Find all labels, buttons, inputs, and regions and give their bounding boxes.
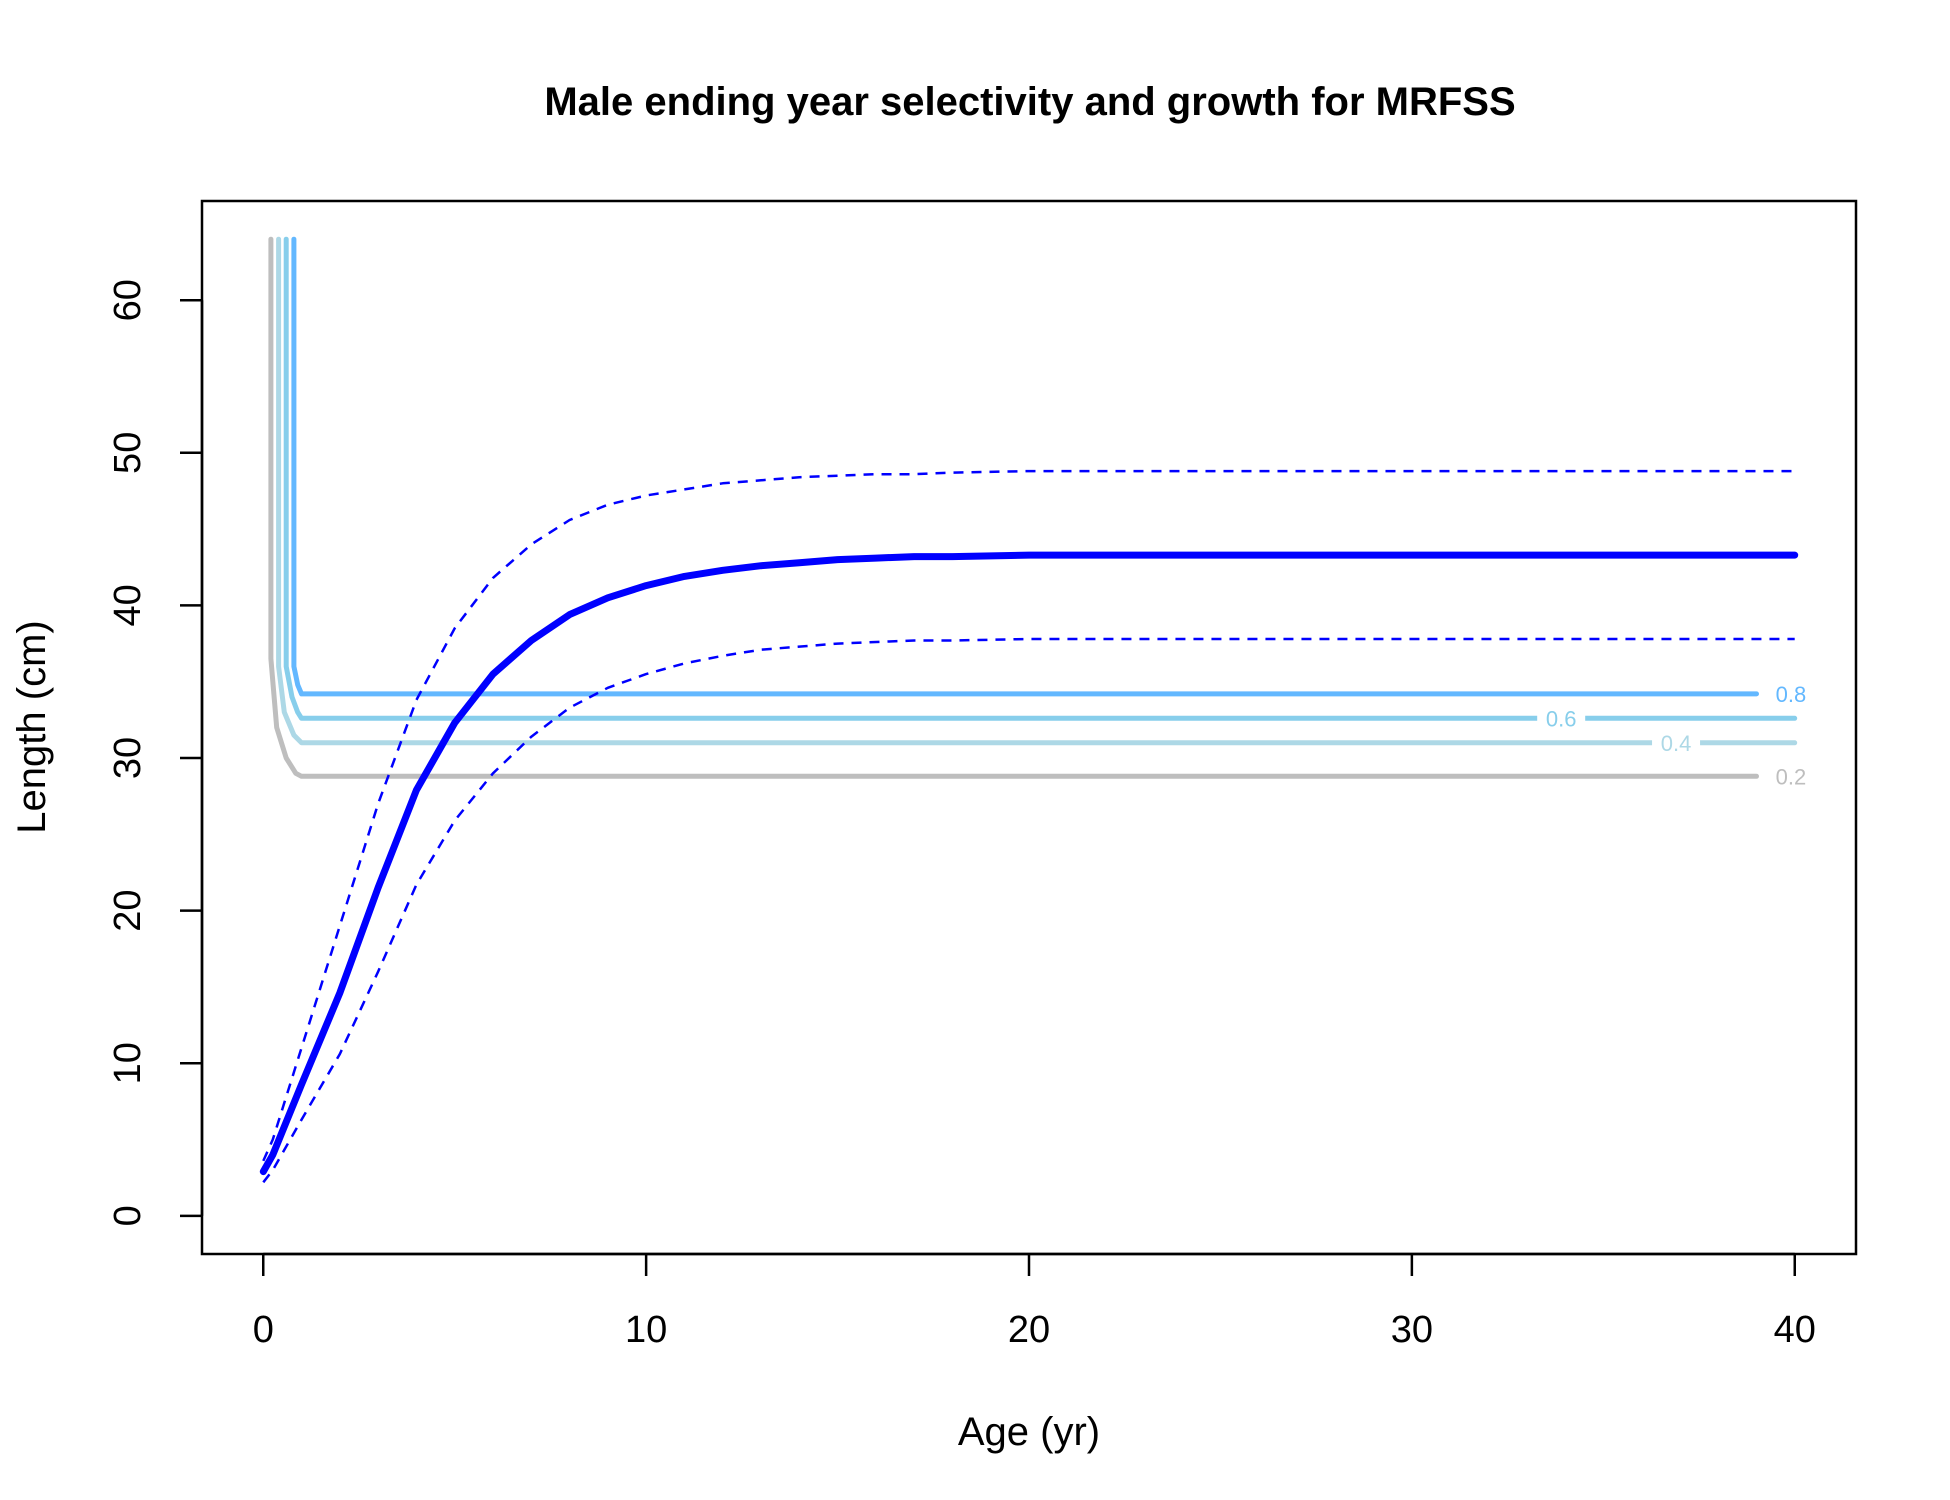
y-tick-label: 0 bbox=[107, 1205, 149, 1226]
x-tick-label: 10 bbox=[625, 1309, 667, 1351]
growth-mean bbox=[259, 551, 1799, 1176]
contour-0.4: 0.4 bbox=[276, 236, 1798, 756]
x-axis-title: Age (yr) bbox=[958, 1410, 1100, 1454]
y-tick-label: 40 bbox=[107, 584, 149, 626]
contour-0.2: 0.2 bbox=[268, 236, 1807, 789]
y-tick-label: 30 bbox=[107, 737, 149, 779]
contour-label: 0.6 bbox=[1546, 706, 1577, 731]
growth-curves bbox=[259, 469, 1799, 1184]
contour-line bbox=[291, 236, 1759, 697]
x-tick-label: 0 bbox=[253, 1309, 274, 1351]
y-tick-label: 60 bbox=[107, 279, 149, 321]
y-axis-title: Length (cm) bbox=[10, 620, 54, 833]
y-axis: 0 10 20 30 40 50 60 bbox=[107, 279, 204, 1226]
contour-label: 0.2 bbox=[1776, 764, 1807, 789]
growth-upper-interval bbox=[262, 469, 1795, 1162]
chart-title: Male ending year selectivity and growth … bbox=[544, 80, 1515, 124]
contour-label-gap bbox=[1537, 705, 1586, 732]
contour-label-gap bbox=[1652, 729, 1701, 756]
contour-0.6: 0.6 bbox=[283, 236, 1798, 732]
contour-label: 0.4 bbox=[1661, 731, 1692, 756]
contour-line bbox=[283, 236, 1798, 721]
contour-line bbox=[276, 236, 1798, 746]
contour-label: 0.8 bbox=[1776, 682, 1807, 707]
y-tick-label: 50 bbox=[107, 432, 149, 474]
y-tick-label: 10 bbox=[107, 1042, 149, 1084]
growth-lower-interval bbox=[262, 637, 1795, 1184]
selectivity-contours: 0.2 0.4 0.6 0.8 bbox=[268, 236, 1807, 789]
contour-line bbox=[268, 236, 1759, 779]
x-tick-label: 30 bbox=[1391, 1309, 1433, 1351]
x-tick-label: 20 bbox=[1008, 1309, 1050, 1351]
x-tick-label: 40 bbox=[1774, 1309, 1816, 1351]
y-tick-label: 20 bbox=[107, 889, 149, 931]
x-axis: 0 10 20 30 40 bbox=[253, 1252, 1816, 1351]
contour-0.8: 0.8 bbox=[291, 236, 1807, 707]
